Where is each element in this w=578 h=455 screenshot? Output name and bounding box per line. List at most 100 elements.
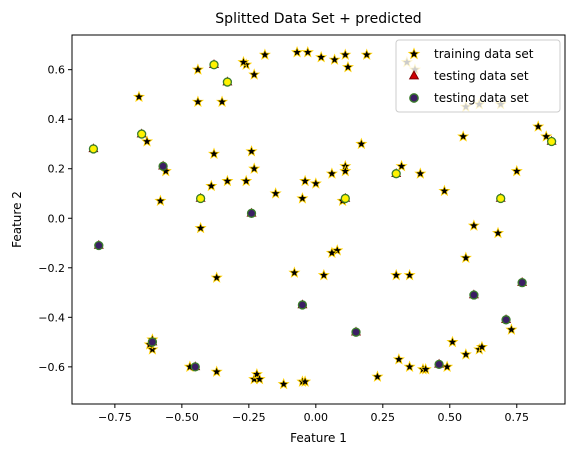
training-point [317, 268, 330, 281]
training-point [390, 268, 403, 281]
training-point [403, 360, 416, 372]
prediction-circle-point [195, 193, 206, 204]
training-point [339, 164, 352, 177]
training-point [328, 53, 341, 65]
y-axis-ticks: −0.6 −0.4 −0.2 0.0 0.2 0.4 0.6 [38, 64, 72, 374]
x-tick-label: −0.50 [165, 411, 199, 424]
training-point [291, 46, 304, 58]
y-tick-label: −0.4 [38, 311, 65, 324]
legend-box [395, 39, 561, 113]
training-point [540, 130, 553, 142]
prediction-circle-point [340, 193, 350, 204]
training-point [301, 46, 314, 58]
training-point [141, 135, 154, 147]
training-point [467, 219, 480, 231]
prediction-circle-point [297, 300, 308, 310]
x-axis-label: Feature 1 [290, 431, 347, 445]
legend-label: testing data set [434, 69, 529, 83]
prediction-circle-point [496, 193, 506, 204]
training-point [395, 159, 408, 172]
training-point [446, 335, 459, 348]
y-tick-label: 0.6 [48, 64, 66, 77]
legend-marker [407, 47, 421, 60]
training-point [248, 68, 261, 80]
training-point [132, 90, 146, 103]
training-point [510, 164, 523, 177]
prediction-circle-point [469, 290, 479, 300]
x-tick-label: 0.50 [438, 411, 463, 424]
x-tick-label: 0.00 [304, 411, 329, 424]
training-point [205, 179, 218, 192]
training-point [392, 353, 405, 365]
training-point [325, 246, 338, 259]
training-point [414, 167, 427, 179]
training-point [207, 147, 221, 159]
training-point [419, 363, 432, 375]
training-point [532, 120, 545, 132]
training-point [221, 174, 234, 187]
x-tick-label: −0.25 [232, 411, 266, 424]
training-point [309, 177, 322, 189]
prediction-circle-point [246, 208, 257, 218]
training-point [315, 50, 328, 63]
training-point [288, 266, 301, 278]
training-point [237, 55, 250, 68]
prediction-circle-point [209, 60, 219, 70]
legend-label: testing data set [434, 91, 529, 105]
x-tick-label: 0.25 [371, 411, 396, 424]
training-point [245, 145, 258, 157]
y-tick-label: 0.0 [48, 212, 66, 225]
prediction-circle-point [351, 327, 361, 337]
y-tick-label: 0.2 [48, 163, 66, 176]
prediction-circle-point [94, 240, 104, 251]
training-point [269, 187, 282, 199]
training-point [240, 174, 253, 187]
x-axis-ticks: −0.75 −0.50 −0.25 0.00 0.25 0.50 0.75 [98, 404, 529, 424]
data-marks [88, 46, 557, 390]
training-point [191, 95, 204, 107]
training-point [403, 268, 416, 281]
prediction-circle-point [434, 359, 444, 370]
prediction-circle-point [222, 77, 233, 87]
training-point [299, 375, 312, 387]
y-tick-label: −0.6 [38, 361, 65, 374]
training-point [457, 130, 470, 142]
legend: training data set testing data set testing… [395, 39, 561, 113]
legend-marker [409, 93, 419, 103]
prediction-circle-point [137, 129, 147, 139]
legend-label: training data set [434, 47, 534, 61]
prediction-circle-point [517, 278, 527, 288]
series-2 [94, 161, 527, 372]
training-point [475, 340, 488, 353]
training-point [459, 251, 472, 264]
training-point [210, 365, 223, 377]
y-axis-label: Feature 2 [10, 191, 24, 248]
training-point [339, 48, 352, 60]
plot-frame [71, 34, 566, 405]
training-point [258, 48, 271, 60]
training-point [360, 48, 373, 60]
training-point [325, 167, 338, 179]
training-point [371, 370, 384, 382]
chart-title: Splitted Data Set + predicted [215, 11, 421, 27]
training-point [250, 367, 263, 380]
training-point [331, 244, 344, 256]
y-tick-label: 0.4 [48, 113, 66, 126]
training-point [194, 221, 207, 234]
training-point [438, 184, 451, 197]
x-tick-label: −0.75 [98, 411, 132, 424]
training-point [299, 174, 312, 187]
series-3 [88, 60, 557, 204]
training-point [505, 323, 518, 335]
prediction-circle-point [190, 362, 200, 372]
training-point [296, 192, 309, 204]
training-point [191, 63, 204, 75]
training-point [210, 271, 223, 283]
prediction-circle-point [391, 169, 401, 179]
prediction-circle-point [501, 315, 511, 325]
training-point [154, 194, 167, 207]
training-point [216, 95, 229, 107]
training-point [491, 226, 505, 239]
prediction-circle-point [546, 136, 557, 147]
